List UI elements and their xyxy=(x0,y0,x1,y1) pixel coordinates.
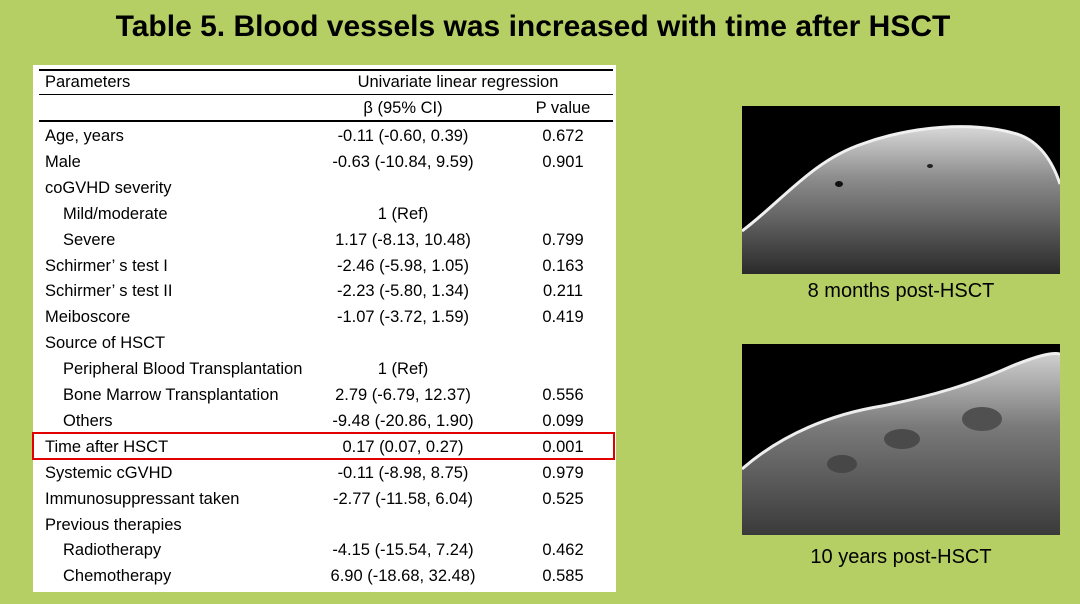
header-row-1: Parameters Univariate linear regression xyxy=(33,69,616,95)
table-row: Immunosuppressant taken -2.77 (-11.58, 6.… xyxy=(33,486,616,512)
row-beta: 1.17 (-8.13, 10.48) xyxy=(335,230,471,249)
row-beta: 1 (Ref) xyxy=(377,204,429,223)
row-pvalue: 0.211 xyxy=(542,282,584,301)
table-row: Source of HSCT xyxy=(33,330,616,356)
table-row: Peripheral Blood Transplantation 1 (Ref) xyxy=(33,356,616,382)
row-beta: 1 (Ref) xyxy=(377,360,429,379)
row-parameter: Immunosuppressant taken xyxy=(45,489,240,508)
row-beta: -0.63 (-10.84, 9.59) xyxy=(332,152,474,171)
row-parameter: Male xyxy=(45,152,81,171)
oct-image-10-years xyxy=(742,344,1060,535)
row-beta: 6.90 (-18.68, 32.48) xyxy=(330,567,476,586)
row-parameter: Radiotherapy xyxy=(63,541,162,560)
table-row: Severe 1.17 (-8.13, 10.48) 0.799 xyxy=(33,227,616,253)
row-beta: -0.11 (-8.98, 8.75) xyxy=(337,463,469,482)
row-beta: -2.23 (-5.80, 1.34) xyxy=(336,282,470,301)
table-row: Male -0.63 (-10.84, 9.59) 0.901 xyxy=(33,149,616,175)
caption-10-years: 10 years post-HSCT xyxy=(810,546,992,568)
row-parameter: Meiboscore xyxy=(45,308,131,327)
row-beta: -2.46 (-5.98, 1.05) xyxy=(336,256,470,275)
row-pvalue: 0.979 xyxy=(542,463,584,482)
header-beta: β (95% CI) xyxy=(363,99,443,117)
table-row: Time after HSCT 0.17 (0.07, 0.27) 0.001 xyxy=(33,434,616,460)
regression-table: Parameters Univariate linear regression … xyxy=(33,65,616,592)
table-row: Mild/moderate 1 (Ref) xyxy=(33,201,616,227)
row-pvalue: 0.462 xyxy=(542,541,584,560)
row-parameter: Chemotherapy xyxy=(63,567,172,586)
header-divider-rule xyxy=(39,94,613,95)
row-pvalue: 0.419 xyxy=(542,308,584,327)
header-regression: Univariate linear regression xyxy=(357,73,559,91)
row-parameter: Mild/moderate xyxy=(63,204,168,223)
table-row: Radiotherapy -4.15 (-15.54, 7.24) 0.462 xyxy=(33,537,616,563)
time-after-hsct-highlight xyxy=(32,432,615,460)
row-pvalue: 0.556 xyxy=(542,386,584,404)
row-beta: 2.79 (-6.79, 12.37) xyxy=(335,386,471,404)
header-bottom-rule xyxy=(39,120,613,122)
row-beta: -0.11 (-0.60, 0.39) xyxy=(337,127,469,145)
row-pvalue: 0.525 xyxy=(542,489,584,508)
row-parameter: Schirmer’ s test II xyxy=(45,282,173,301)
caption-8-months: 8 months post-HSCT xyxy=(807,280,995,302)
table-top-rule xyxy=(39,69,613,71)
table-row: Meiboscore -1.07 (-3.72, 1.59) 0.419 xyxy=(33,304,616,330)
table-row: Systemic cGVHD -0.11 (-8.98, 8.75) 0.979 xyxy=(33,460,616,486)
row-parameter: Systemic cGVHD xyxy=(45,463,173,482)
row-pvalue: 0.001 xyxy=(542,437,584,456)
row-pvalue: 0.163 xyxy=(542,256,584,275)
row-parameter: Source of HSCT xyxy=(45,334,166,353)
header-pvalue: P value xyxy=(535,99,591,117)
row-parameter: Time after HSCT xyxy=(45,437,169,456)
row-parameter: Schirmer’ s test I xyxy=(45,256,168,275)
header-row-2: β (95% CI) P value xyxy=(33,95,616,121)
row-pvalue: 0.099 xyxy=(542,411,584,430)
table-row: Schirmer’ s test I -2.46 (-5.98, 1.05) 0.1… xyxy=(33,253,616,279)
row-pvalue: 0.585 xyxy=(542,567,584,586)
row-parameter: Bone Marrow Transplantation xyxy=(63,386,279,404)
oct-image-8-months xyxy=(742,106,1060,274)
table-row: Previous therapies xyxy=(33,512,616,538)
table-row: Others -9.48 (-20.86, 1.90) 0.099 xyxy=(33,408,616,434)
row-parameter: Previous therapies xyxy=(45,515,182,534)
row-beta: -4.15 (-15.54, 7.24) xyxy=(332,541,474,560)
row-parameter: coGVHD severity xyxy=(45,178,172,197)
header-parameters: Parameters xyxy=(45,73,131,91)
row-parameter: Severe xyxy=(63,230,116,249)
row-beta: -1.07 (-3.72, 1.59) xyxy=(336,308,470,327)
table-row: coGVHD severity xyxy=(33,175,616,201)
row-parameter: Peripheral Blood Transplantation xyxy=(63,360,303,379)
row-pvalue: 0.799 xyxy=(542,230,584,249)
table-row: Bone Marrow Transplantation 2.79 (-6.79, … xyxy=(33,382,616,408)
row-beta: -2.77 (-11.58, 6.04) xyxy=(332,489,474,508)
row-pvalue: 0.672 xyxy=(542,127,584,145)
row-beta: 0.17 (0.07, 0.27) xyxy=(342,437,464,456)
row-parameter: Others xyxy=(63,411,113,430)
table-row: Age, years -0.11 (-0.60, 0.39) 0.672 xyxy=(33,123,616,149)
row-pvalue: 0.901 xyxy=(542,152,584,171)
slide-title: Table 5. Blood vessels was increased wit… xyxy=(115,10,951,43)
row-parameter: Age, years xyxy=(45,127,124,145)
table-row: Schirmer’ s test II -2.23 (-5.80, 1.34) 0.… xyxy=(33,278,616,304)
row-beta: -9.48 (-20.86, 1.90) xyxy=(332,411,474,430)
table-row: Chemotherapy 6.90 (-18.68, 32.48) 0.585 xyxy=(33,563,616,589)
